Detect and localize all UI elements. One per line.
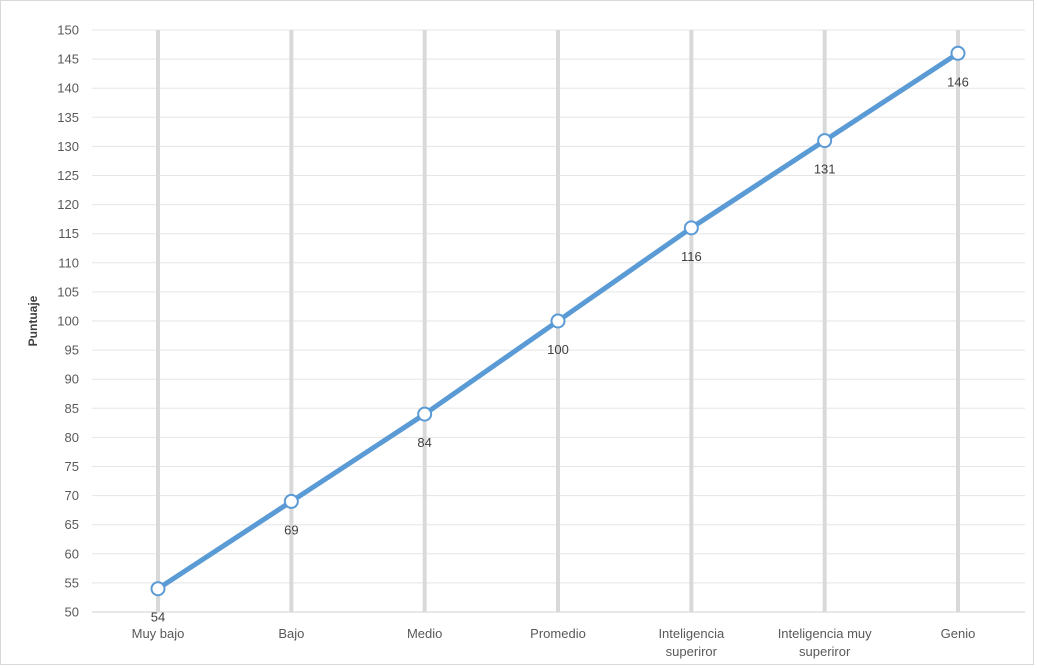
y-tick-label: 90: [65, 372, 79, 387]
y-tick-label: 100: [57, 314, 79, 329]
y-tick-label: 70: [65, 488, 79, 503]
y-tick-label: 75: [65, 459, 79, 474]
y-tick-label: 60: [65, 546, 79, 561]
data-label: 131: [814, 162, 836, 177]
data-label: 116: [681, 249, 702, 264]
data-point: [817, 133, 833, 149]
x-tick-label: Medio: [407, 626, 442, 641]
y-tick-label: 150: [57, 23, 79, 38]
data-point: [683, 220, 699, 236]
data-point: [417, 406, 433, 422]
y-axis-ticks: 50 55 60 65 70 75 80 85 90 95 100 105 110 115 120 125 13…: [57, 23, 79, 620]
y-tick-label: 105: [57, 284, 79, 299]
y-tick-label: 145: [57, 52, 79, 67]
y-tick-label: 95: [65, 343, 79, 358]
y-tick-label: 140: [57, 81, 79, 96]
y-tick-label: 110: [58, 255, 79, 270]
y-tick-label: 55: [65, 575, 79, 590]
x-tick-label: Genio: [941, 626, 976, 641]
data-label: 146: [947, 74, 969, 89]
x-tick-label: Bajo: [278, 626, 304, 641]
x-tick-label: Muy bajo: [132, 626, 185, 641]
y-tick-label: 85: [65, 401, 79, 416]
data-point: [550, 313, 566, 329]
y-tick-label: 115: [58, 226, 79, 241]
data-point: [283, 493, 299, 509]
y-tick-label: 125: [57, 168, 79, 183]
data-label: 54: [151, 610, 165, 625]
series-layer: [150, 45, 966, 597]
x-tick-label: Promedio: [530, 626, 586, 641]
y-tick-label: 120: [57, 197, 79, 212]
x-tick-label: Inteligencia muy superiror: [778, 626, 872, 659]
y-tick-label: 80: [65, 430, 79, 445]
y-tick-label: 50: [65, 605, 79, 620]
y-tick-label: 130: [57, 139, 79, 154]
data-label: 69: [284, 522, 298, 537]
data-labels: 54 69 84 100 116 131 146: [151, 74, 969, 624]
x-tick-label: Inteligencia superiror: [658, 626, 725, 659]
data-label: 100: [547, 342, 569, 357]
y-tick-label: 135: [57, 110, 79, 125]
x-axis-ticks: Muy bajo Bajo Medio Promedio Inteligencia sup…: [132, 626, 976, 659]
data-point: [950, 45, 966, 61]
data-label: 84: [417, 435, 431, 450]
y-axis-title: Puntuaje: [26, 295, 40, 346]
y-tick-label: 65: [65, 517, 79, 532]
data-point: [150, 581, 166, 597]
